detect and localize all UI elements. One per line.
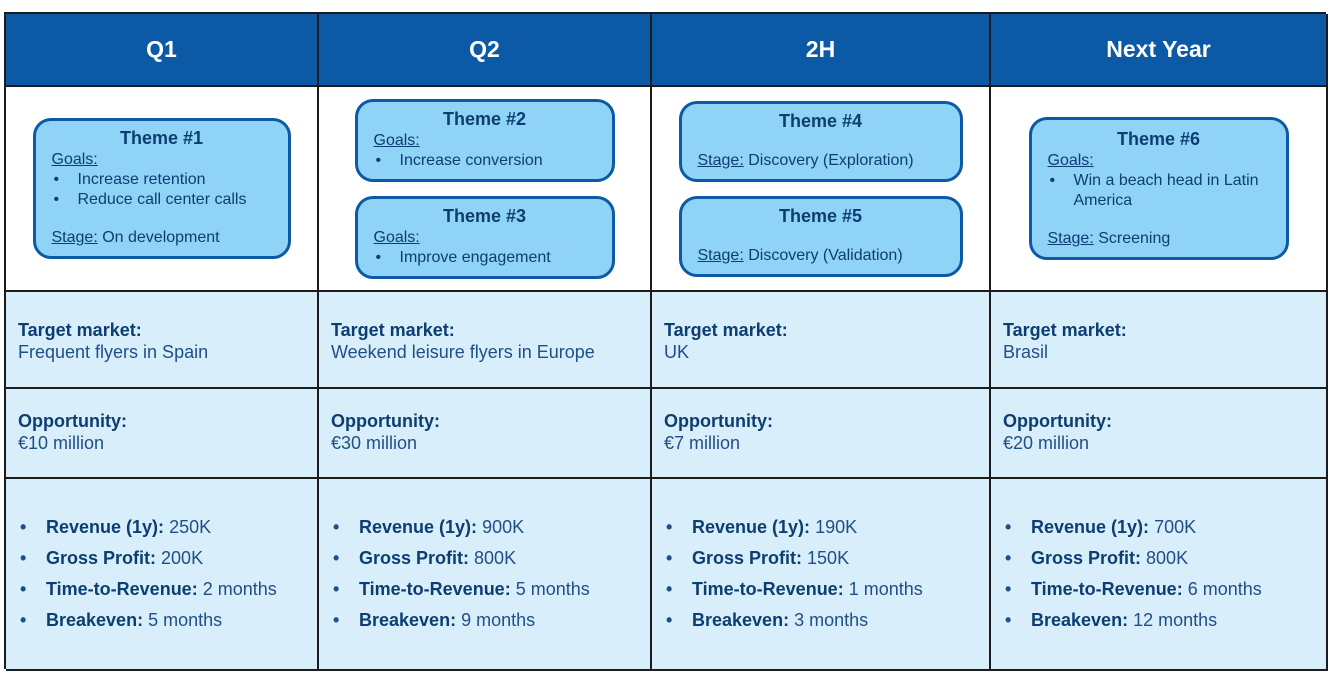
goal-list: Improve engagement — [374, 248, 596, 268]
column-header-next-year: Next Year — [991, 14, 1328, 87]
opportunity-cell-q1: Opportunity: €10 million — [6, 389, 319, 479]
goals-label: Goals: — [1047, 152, 1094, 169]
goals-label: Goals: — [373, 131, 420, 149]
stage-row: Stage: Discovery (Exploration) — [698, 151, 944, 171]
target-market-label: Target market: — [331, 320, 455, 340]
column-header-q1: Q1 — [6, 14, 319, 87]
metrics-cell-q2: Revenue (1y): 900K Gross Profit: 800K Ti… — [319, 479, 652, 671]
target-market-cell-2h: Target market: UK — [652, 292, 991, 389]
target-market-label: Target market: — [664, 320, 788, 340]
goal-item: Win a beach head in Latin America — [1048, 171, 1270, 211]
metrics-list: Revenue (1y): 250K Gross Profit: 200K Ti… — [18, 512, 317, 636]
goals-label: Goals: — [51, 151, 98, 168]
metrics-list: Revenue (1y): 190K Gross Profit: 150K Ti… — [664, 512, 989, 636]
opportunity-cell-q2: Opportunity: €30 million — [319, 389, 652, 479]
opportunity-value: €20 million — [1003, 433, 1090, 453]
opportunity-cell-next-year: Opportunity: €20 million — [991, 389, 1328, 479]
theme-title: Theme #1 — [119, 128, 204, 148]
metric-breakeven: Breakeven: 5 months — [18, 605, 317, 636]
target-market-value: Brasil — [1003, 342, 1049, 362]
metric-time-to-revenue: Time-to-Revenue: 2 months — [18, 574, 317, 605]
column-header-q2: Q2 — [319, 14, 652, 87]
theme-card-4: Theme #4 Stage: Discovery (Exploration) — [678, 100, 963, 182]
stage-label: Stage: — [697, 151, 744, 169]
theme-card-2: Theme #2 Goals: Increase conversion — [354, 98, 615, 182]
target-market-value: Frequent flyers in Spain — [18, 342, 209, 362]
theme-title: Theme #5 — [778, 205, 863, 226]
themes-cell-2h: Theme #4 Stage: Discovery (Exploration) … — [652, 87, 991, 292]
metrics-list: Revenue (1y): 900K Gross Profit: 800K Ti… — [331, 512, 650, 636]
metric-gross-profit: Gross Profit: 200K — [18, 543, 317, 574]
roadmap-table: Q1 Q2 2H Next Year Theme #1 Goals: Incre… — [4, 12, 1328, 671]
stage-value: Screening — [1098, 230, 1171, 247]
stage-label: Stage: — [1047, 230, 1094, 247]
goal-item: Reduce call center calls — [52, 190, 272, 210]
theme-card-3: Theme #3 Goals: Improve engagement — [354, 195, 615, 279]
goal-list: Win a beach head in Latin America — [1048, 171, 1270, 211]
opportunity-value: €7 million — [664, 433, 741, 453]
opportunity-label: Opportunity: — [1003, 411, 1112, 431]
goals-label: Goals: — [373, 228, 420, 246]
goal-item: Improve engagement — [374, 248, 596, 268]
stage-label: Stage: — [51, 229, 98, 246]
metrics-list: Revenue (1y): 700K Gross Profit: 800K Ti… — [1003, 512, 1326, 636]
metric-breakeven: Breakeven: 9 months — [331, 605, 650, 636]
target-market-label: Target market: — [1003, 320, 1127, 340]
opportunity-label: Opportunity: — [18, 411, 127, 431]
column-header-2h: 2H — [652, 14, 991, 87]
theme-card-6: Theme #6 Goals: Win a beach head in Lati… — [1028, 117, 1289, 260]
themes-cell-q2: Theme #2 Goals: Increase conversion Them… — [319, 87, 652, 292]
metrics-cell-q1: Revenue (1y): 250K Gross Profit: 200K Ti… — [6, 479, 319, 671]
themes-cell-next-year: Theme #6 Goals: Win a beach head in Lati… — [991, 87, 1328, 292]
target-market-value: Weekend leisure flyers in Europe — [331, 342, 595, 362]
stage-value: Discovery (Validation) — [748, 246, 903, 264]
target-market-cell-q1: Target market: Frequent flyers in Spain — [6, 292, 319, 389]
theme-title: Theme #2 — [442, 108, 527, 129]
metric-time-to-revenue: Time-to-Revenue: 5 months — [331, 574, 650, 605]
theme-title: Theme #6 — [1116, 129, 1201, 149]
theme-card-1: Theme #1 Goals: Increase retention Reduc… — [32, 118, 291, 259]
opportunity-label: Opportunity: — [664, 411, 773, 431]
metric-breakeven: Breakeven: 3 months — [664, 605, 989, 636]
metric-gross-profit: Gross Profit: 150K — [664, 543, 989, 574]
goal-item: Increase conversion — [374, 151, 596, 171]
metric-gross-profit: Gross Profit: 800K — [1003, 543, 1326, 574]
stage-value: Discovery (Exploration) — [748, 151, 914, 169]
metrics-cell-next-year: Revenue (1y): 700K Gross Profit: 800K Ti… — [991, 479, 1328, 671]
target-market-cell-q2: Target market: Weekend leisure flyers in… — [319, 292, 652, 389]
metric-gross-profit: Gross Profit: 800K — [331, 543, 650, 574]
stage-row: Stage: Screening — [1048, 229, 1270, 249]
opportunity-label: Opportunity: — [331, 411, 440, 431]
metric-revenue: Revenue (1y): 250K — [18, 512, 317, 543]
opportunity-value: €30 million — [331, 433, 418, 453]
opportunity-cell-2h: Opportunity: €7 million — [652, 389, 991, 479]
target-market-label: Target market: — [18, 320, 142, 340]
target-market-value: UK — [664, 342, 690, 362]
theme-title: Theme #4 — [778, 110, 863, 131]
goal-list: Increase retention Reduce call center ca… — [52, 170, 272, 210]
metric-time-to-revenue: Time-to-Revenue: 6 months — [1003, 574, 1326, 605]
opportunity-value: €10 million — [18, 433, 105, 453]
metric-revenue: Revenue (1y): 700K — [1003, 512, 1326, 543]
themes-cell-q1: Theme #1 Goals: Increase retention Reduc… — [6, 87, 319, 292]
target-market-cell-next-year: Target market: Brasil — [991, 292, 1328, 389]
metric-breakeven: Breakeven: 12 months — [1003, 605, 1326, 636]
stage-row: Stage: Discovery (Validation) — [698, 246, 944, 266]
metric-time-to-revenue: Time-to-Revenue: 1 months — [664, 574, 989, 605]
metric-revenue: Revenue (1y): 190K — [664, 512, 989, 543]
theme-title: Theme #3 — [442, 205, 527, 226]
stage-value: On development — [102, 229, 220, 246]
theme-card-5: Theme #5 Stage: Discovery (Validation) — [678, 195, 963, 277]
stage-row: Stage: On development — [52, 228, 272, 248]
metric-revenue: Revenue (1y): 900K — [331, 512, 650, 543]
goal-list: Increase conversion — [374, 151, 596, 171]
stage-label: Stage: — [697, 246, 744, 264]
goal-item: Increase retention — [52, 170, 272, 190]
metrics-cell-2h: Revenue (1y): 190K Gross Profit: 150K Ti… — [652, 479, 991, 671]
